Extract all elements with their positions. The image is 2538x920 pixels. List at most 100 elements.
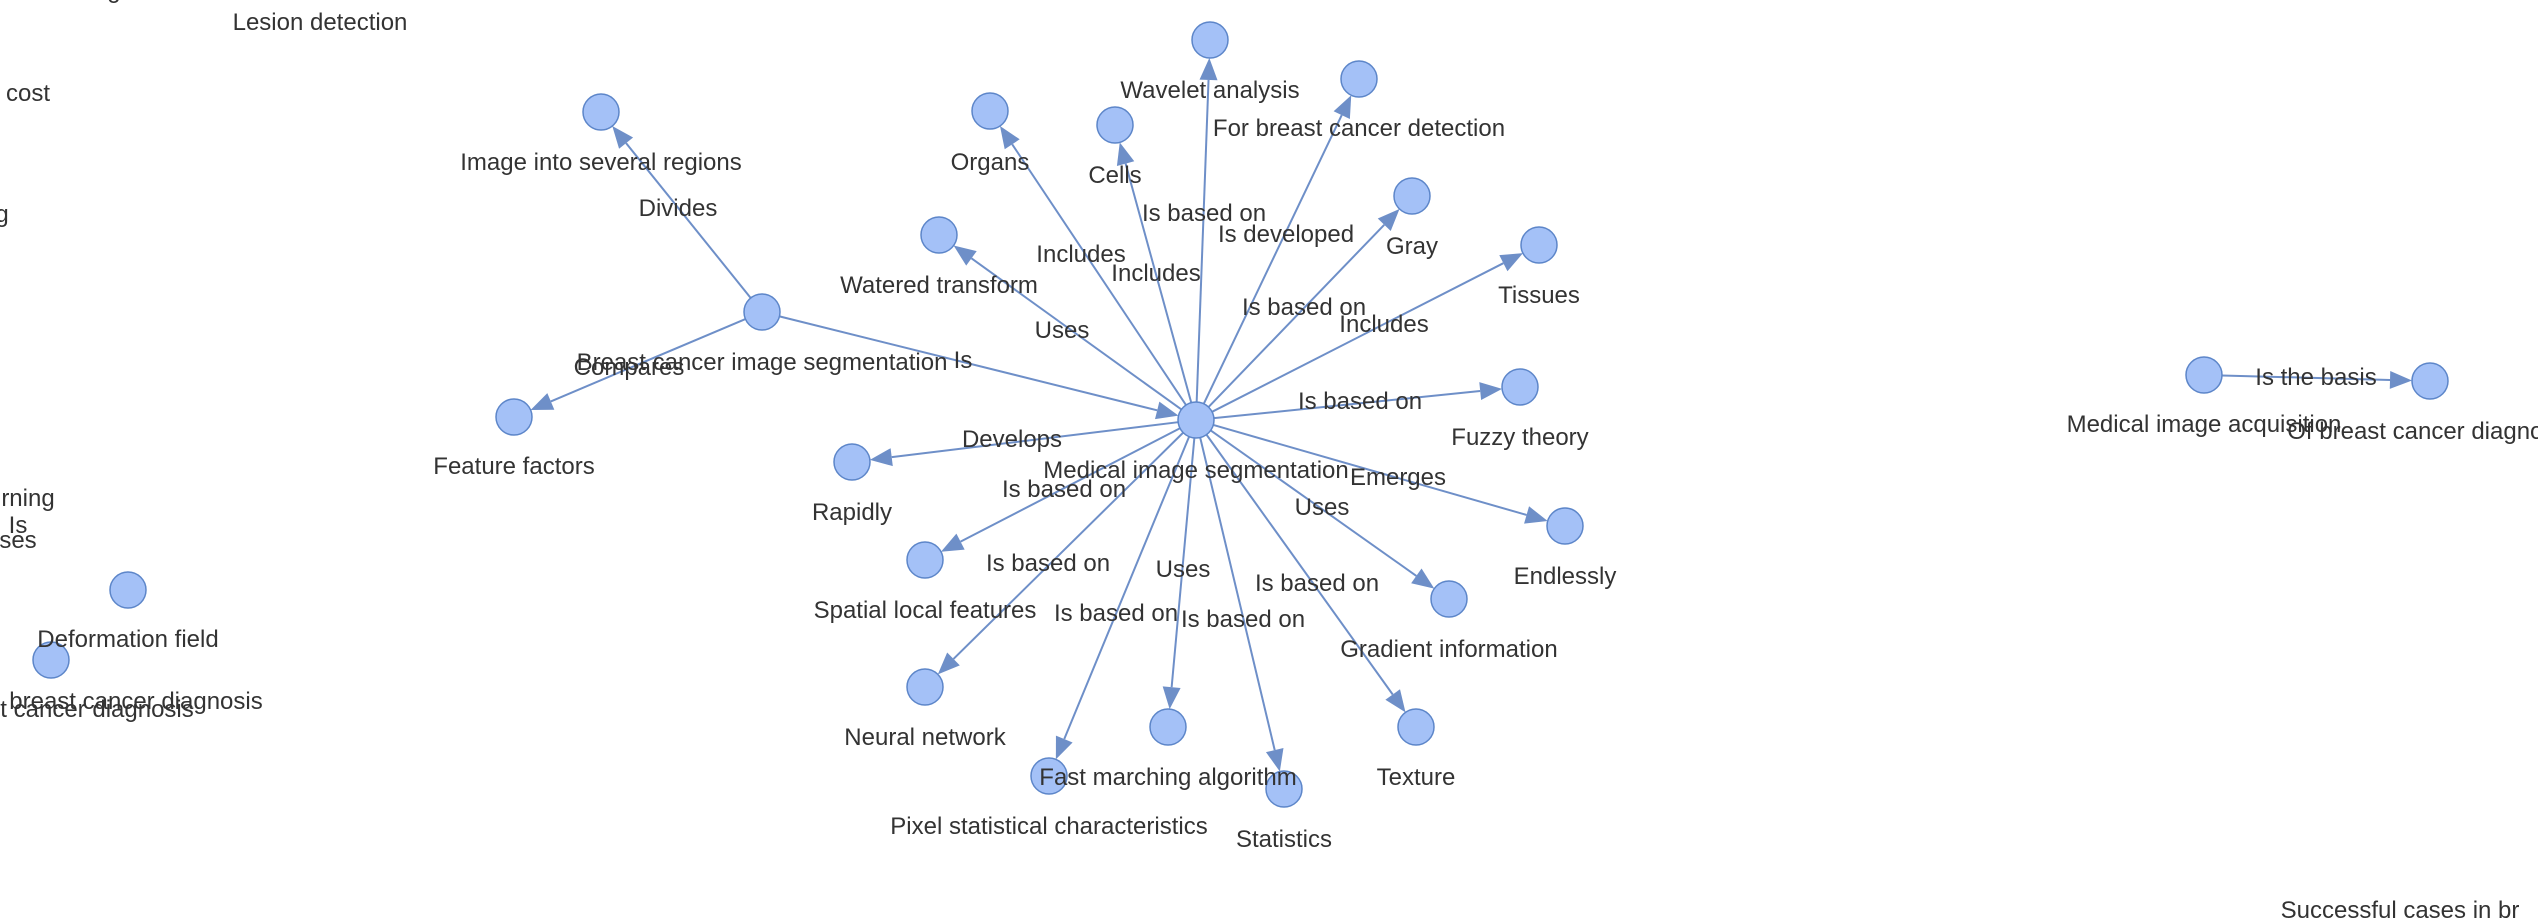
edge-mis-to-cells xyxy=(1124,163,1193,403)
node-wavelet[interactable] xyxy=(1191,21,1229,59)
edge-label-is-based-on: Is based on xyxy=(1181,606,1305,633)
edge-mis-to-texture xyxy=(1205,434,1394,696)
edge-mis-to-endlessly xyxy=(1213,424,1527,516)
edge-medacq-to-ofbreast xyxy=(2221,374,2391,381)
arrowhead-mis-to-wavelet xyxy=(1199,57,1218,81)
node-tissues[interactable] xyxy=(1520,226,1558,264)
node-watered[interactable] xyxy=(920,216,958,254)
node-bcis[interactable] xyxy=(743,293,781,331)
node-deform[interactable] xyxy=(109,571,147,609)
node-label-imgregions: Image into several regions xyxy=(460,149,741,176)
node-label-endlessly: Endlessly xyxy=(1514,563,1617,590)
edge-label-uses: Uses xyxy=(1295,494,1350,521)
arrowhead-mis-to-neural xyxy=(937,652,960,675)
node-imgregions[interactable] xyxy=(582,93,620,131)
edge-label-uses: Uses xyxy=(1035,317,1090,344)
node-endlessly[interactable] xyxy=(1546,507,1584,545)
node-label-wavelet: Wavelet analysis xyxy=(1120,77,1299,104)
node-label-watered: Watered transform xyxy=(840,272,1038,299)
arrowhead-mis-to-cells xyxy=(1116,142,1135,166)
edge-bcis-to-mis xyxy=(779,315,1158,412)
edge-label-is: Is xyxy=(954,347,973,374)
node-gradient[interactable] xyxy=(1430,580,1468,618)
arrowhead-mis-to-tissues xyxy=(1499,253,1523,272)
arrowhead-mis-to-fuzzy xyxy=(1479,382,1503,401)
edge-label-includes: Includes xyxy=(1339,311,1428,338)
node-label-rapidly: Rapidly xyxy=(812,499,892,526)
fragment-label-g: g xyxy=(0,201,9,228)
edge-mis-to-neural xyxy=(952,431,1184,660)
node-label-fastmarch: Fast marching algorithm xyxy=(1039,764,1296,791)
fragment-label-is: Is xyxy=(9,512,28,539)
edge-label-is-developed: Is developed xyxy=(1218,221,1354,248)
node-leftnode[interactable] xyxy=(32,641,70,679)
arrowhead-bcis-to-feature xyxy=(530,393,555,410)
node-label-gradient: Gradient information xyxy=(1340,636,1557,663)
arrowhead-mis-to-pixelstat xyxy=(1055,735,1073,760)
node-label-deform: Deformation field xyxy=(37,626,218,653)
edge-mis-to-wavelet xyxy=(1195,79,1210,403)
edge-bcis-to-imgregions xyxy=(625,142,752,299)
node-organs[interactable] xyxy=(971,92,1009,130)
arrowhead-mis-to-organs xyxy=(999,125,1020,150)
edge-bcis-to-feature xyxy=(550,318,746,403)
node-label-feature: Feature factors xyxy=(433,453,594,480)
edge-mis-to-pixelstat xyxy=(1063,436,1191,740)
node-label-organs: Organs xyxy=(951,149,1030,176)
fragment-label-lesion-detection: Lesion detection xyxy=(233,9,408,36)
fragment-label-successful-cases-in-br: Successful cases in br xyxy=(2281,897,2520,920)
arrowhead-mis-to-watered xyxy=(953,245,977,266)
node-pixelstat[interactable] xyxy=(1030,757,1068,795)
node-spatial[interactable] xyxy=(906,541,944,579)
edge-label-includes: Includes xyxy=(1036,241,1125,268)
arrowhead-mis-to-gradient xyxy=(1411,568,1435,589)
edge-mis-to-gradient xyxy=(1210,429,1417,577)
edge-label-is-based-on: Is based on xyxy=(1142,200,1266,227)
edge-label-emerges: Emerges xyxy=(1350,464,1446,491)
arrowhead-bcis-to-imgregions xyxy=(612,126,634,149)
node-mis[interactable] xyxy=(1177,401,1215,439)
edge-mis-to-fastmarch xyxy=(1170,437,1196,688)
node-texture[interactable] xyxy=(1397,708,1435,746)
edge-label-divides: Divides xyxy=(639,195,718,222)
node-statistics[interactable] xyxy=(1265,770,1303,808)
edge-label-is-based-on: Is based on xyxy=(986,550,1110,577)
edge-label-develops: Develops xyxy=(962,426,1062,453)
arrowhead-mis-to-statistics xyxy=(1265,748,1284,772)
edge-mis-to-statistics xyxy=(1199,437,1276,751)
node-feature[interactable] xyxy=(495,398,533,436)
edge-mis-to-tissues xyxy=(1211,262,1504,413)
node-medacq[interactable] xyxy=(2185,356,2223,394)
edges-layer xyxy=(530,57,2413,772)
node-fuzzy[interactable] xyxy=(1501,368,1539,406)
edge-mis-to-organs xyxy=(1011,143,1187,406)
arrowhead-mis-to-endlessly xyxy=(1524,506,1548,524)
node-ofbreast[interactable] xyxy=(2411,362,2449,400)
node-label-mis: Medical image segmentation xyxy=(1043,457,1349,484)
edge-mis-to-rapidly xyxy=(891,421,1179,459)
node-rapidly[interactable] xyxy=(833,443,871,481)
edge-label-is-based-on: Is based on xyxy=(1002,476,1126,503)
node-labels-layer: Medical image segmentation Wavelet analys… xyxy=(0,77,2538,853)
node-label-texture: Texture xyxy=(1377,764,1456,791)
edge-mis-to-spatial xyxy=(960,427,1181,543)
edge-mis-to-watered xyxy=(970,257,1182,411)
node-label-tissues: Tissues xyxy=(1498,282,1580,309)
edge-label-includes: Includes xyxy=(1111,260,1200,287)
node-neural[interactable] xyxy=(906,668,944,706)
edge-mis-to-gray xyxy=(1207,224,1385,408)
edge-label-uses: Uses xyxy=(1156,556,1211,583)
node-breastdet[interactable] xyxy=(1340,60,1378,98)
edge-label-compares: Compares xyxy=(574,354,685,381)
nodes-layer xyxy=(32,21,2449,808)
arrowhead-bcis-to-mis xyxy=(1155,401,1179,420)
fragment-label-rning: rning xyxy=(1,485,54,512)
node-gray[interactable] xyxy=(1393,177,1431,215)
node-cells[interactable] xyxy=(1096,106,1134,144)
edge-label-is-based-on: Is based on xyxy=(1242,294,1366,321)
node-fastmarch[interactable] xyxy=(1149,708,1187,746)
arrowhead-mis-to-texture xyxy=(1385,689,1406,713)
node-label-ofbreast: Of breast cancer diagnosis xyxy=(2287,418,2538,445)
